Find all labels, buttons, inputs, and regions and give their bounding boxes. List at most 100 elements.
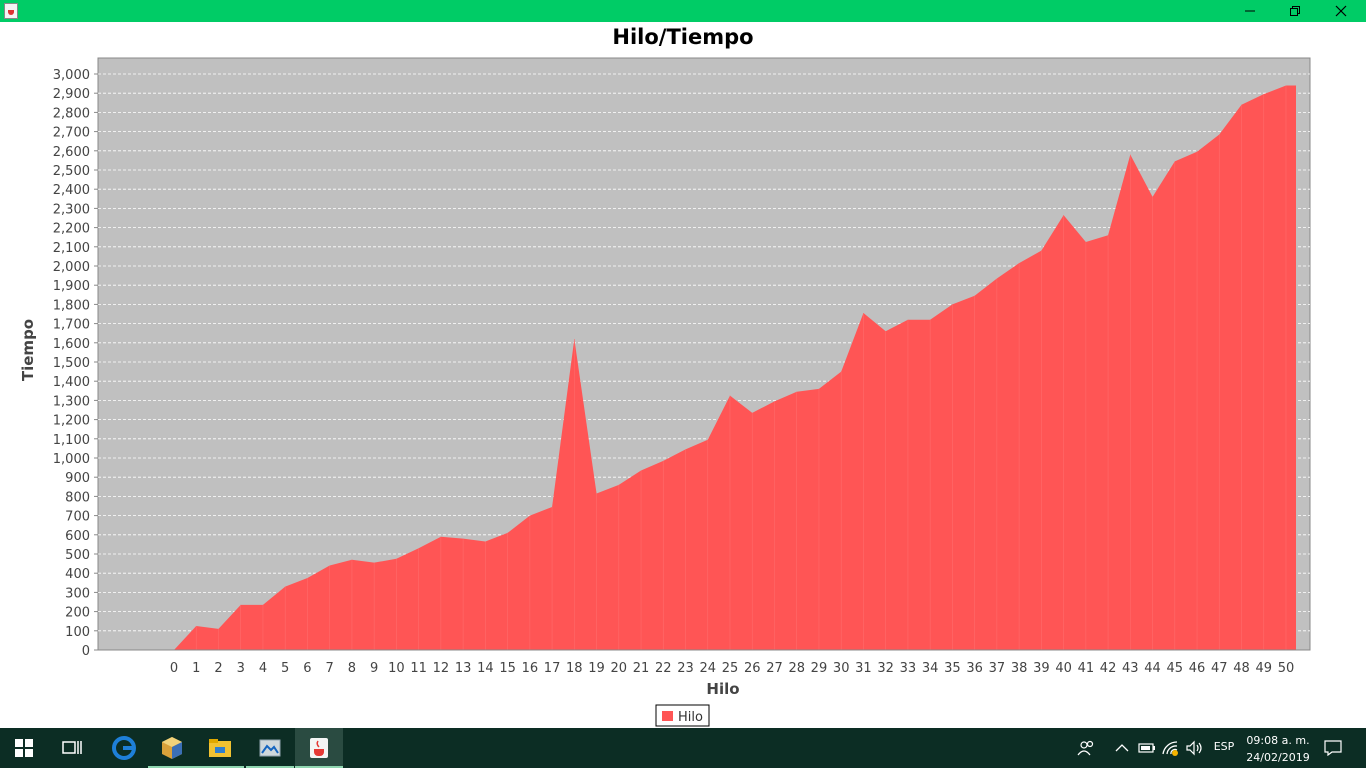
clock-date: 24/02/2019 [1246, 751, 1310, 764]
image-viewer-icon [259, 739, 281, 757]
legend-label: Hilo [678, 710, 703, 725]
app-open-indicator [148, 766, 196, 768]
x-tick-label: 40 [1055, 661, 1072, 676]
app-open-indicator [196, 766, 244, 768]
x-tick-label: 32 [877, 661, 894, 676]
netbeans-button[interactable] [148, 728, 196, 768]
x-tick-label: 3 [237, 661, 245, 676]
app-open-indicator [295, 766, 343, 768]
wifi-icon [1162, 741, 1178, 756]
chart: Hilo/Tiempo 0100200300400500600700800900… [19, 25, 1311, 727]
x-tick-label: 47 [1211, 661, 1228, 676]
x-tick-label: 41 [1078, 661, 1095, 676]
people-button[interactable] [1076, 738, 1096, 758]
notifications-button[interactable] [1323, 738, 1343, 758]
edge-browser-icon [112, 736, 136, 760]
x-tick-label: 42 [1100, 661, 1117, 676]
x-tick-label: 16 [522, 661, 539, 676]
x-tick-label: 33 [900, 661, 917, 676]
network-button[interactable] [1160, 738, 1180, 758]
y-tick-label: 1,300 [53, 394, 90, 409]
y-tick-label: 1,600 [53, 337, 90, 352]
x-tick-label: 14 [477, 661, 494, 676]
task-view-icon [62, 741, 82, 754]
x-tick-label: 26 [744, 661, 761, 676]
task-view-button[interactable] [48, 728, 96, 768]
chart-title: Hilo/Tiempo [612, 25, 753, 49]
y-tick-label: 200 [65, 606, 90, 621]
java-app-button[interactable] [295, 728, 343, 768]
image-viewer-button[interactable] [246, 728, 294, 768]
y-tick-label: 2,800 [53, 106, 90, 121]
window-titlebar [0, 0, 1366, 22]
x-tick-label: 28 [788, 661, 805, 676]
file-explorer-icon [209, 739, 231, 757]
battery-button[interactable] [1137, 738, 1157, 758]
y-tick-label: 1,200 [53, 414, 90, 429]
y-tick-label: 2,600 [53, 145, 90, 160]
close-icon [1335, 5, 1347, 17]
edge-browser-button[interactable] [100, 728, 148, 768]
windows-start-icon [15, 739, 33, 757]
file-explorer-button[interactable] [196, 728, 244, 768]
minimize-button[interactable] [1227, 0, 1273, 22]
y-tick-label: 2,200 [53, 222, 90, 237]
volume-button[interactable] [1184, 738, 1204, 758]
x-tick-label: 6 [303, 661, 311, 676]
language-indicator[interactable]: ESP [1213, 740, 1235, 753]
close-button[interactable] [1318, 0, 1364, 22]
minimize-icon [1245, 10, 1255, 12]
restore-button[interactable] [1272, 0, 1318, 22]
legend-swatch [662, 711, 673, 721]
y-tick-label: 1,900 [53, 279, 90, 294]
y-tick-label: 500 [65, 548, 90, 563]
x-tick-label: 7 [326, 661, 334, 676]
java-icon [310, 738, 328, 758]
x-tick-label: 0 [170, 661, 178, 676]
y-tick-label: 3,000 [53, 68, 90, 83]
series-area [174, 85, 1296, 650]
y-tick-label: 1,700 [53, 318, 90, 333]
y-tick-label: 1,500 [53, 356, 90, 371]
y-tick-label: 100 [65, 625, 90, 640]
x-tick-label: 11 [410, 661, 427, 676]
battery-icon [1138, 743, 1155, 753]
y-tick-label: 1,100 [53, 433, 90, 448]
x-tick-label: 17 [544, 661, 561, 676]
x-tick-label: 1 [192, 661, 200, 676]
x-tick-label: 24 [699, 661, 716, 676]
x-tick-label: 44 [1144, 661, 1161, 676]
start-button[interactable] [0, 728, 48, 768]
clock[interactable]: 09:08 a. m. 24/02/2019 [1240, 732, 1316, 766]
taskbar: ESP 09:08 a. m. 24/02/2019 [0, 728, 1366, 768]
y-tick-label: 2,100 [53, 241, 90, 256]
netbeans-icon [162, 737, 182, 759]
x-tick-label: 18 [566, 661, 583, 676]
x-tick-label: 15 [499, 661, 516, 676]
x-tick-label: 5 [281, 661, 289, 676]
x-tick-label: 39 [1033, 661, 1050, 676]
series-area-hilo [174, 85, 1296, 650]
x-tick-label: 38 [1011, 661, 1028, 676]
y-tick-label: 1,800 [53, 298, 90, 313]
app-open-indicator [246, 766, 294, 768]
x-tick-label: 19 [588, 661, 605, 676]
people-icon [1077, 740, 1094, 756]
x-tick-label: 4 [259, 661, 267, 676]
y-tick-label: 300 [65, 586, 90, 601]
x-tick-label: 43 [1122, 661, 1139, 676]
x-tick-label: 46 [1189, 661, 1206, 676]
x-axis-label: Hilo [706, 680, 739, 698]
y-tick-label: 2,400 [53, 183, 90, 198]
x-tick-label: 49 [1255, 661, 1272, 676]
y-tick-label: 900 [65, 471, 90, 486]
show-hidden-icons-button[interactable] [1112, 738, 1132, 758]
y-tick-label: 2,900 [53, 87, 90, 102]
x-tick-label: 9 [370, 661, 378, 676]
x-tick-label: 48 [1233, 661, 1250, 676]
x-tick-label: 27 [766, 661, 783, 676]
x-tick-label: 10 [388, 661, 405, 676]
x-tick-label: 25 [722, 661, 739, 676]
notification-icon [1324, 740, 1342, 756]
y-tick-label: 600 [65, 529, 90, 544]
